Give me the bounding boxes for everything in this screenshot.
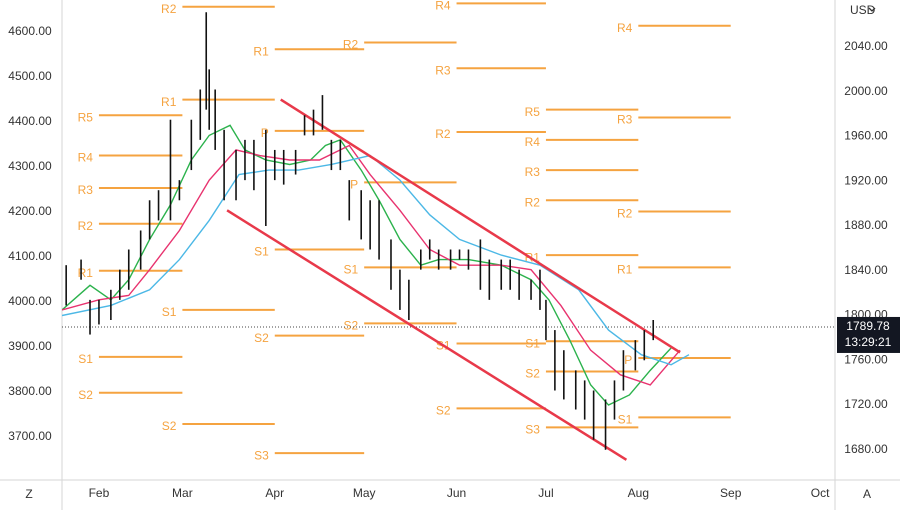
- moving-average: [62, 144, 681, 386]
- y-tick-label: 1920.00: [844, 173, 888, 187]
- y-tick-label: 1880.00: [844, 218, 888, 232]
- x-tick-label: Sep: [720, 486, 742, 500]
- x-tick-label: Jul: [538, 486, 553, 500]
- left-tick-label: 4200.00: [8, 204, 52, 218]
- pivot-label: S1: [162, 305, 177, 319]
- y-tick-label: 1960.00: [844, 129, 888, 143]
- corner-left[interactable]: Z: [25, 487, 32, 501]
- pivot-label: S2: [78, 388, 93, 402]
- left-tick-label: 4000.00: [8, 294, 52, 308]
- pivot-label: S1: [618, 413, 633, 427]
- currency-chevron[interactable]: [868, 7, 876, 12]
- moving-average: [62, 124, 672, 406]
- y-tick-label: 1680.00: [844, 442, 888, 456]
- x-tick-label: Mar: [172, 486, 193, 500]
- pivot-label: S1: [525, 336, 540, 350]
- price-tag-value: 1789.78: [846, 319, 890, 333]
- price-tag: [837, 316, 900, 353]
- pivot-label: R5: [78, 110, 94, 124]
- pivot-label: S1: [78, 352, 93, 366]
- left-tick-label: 3900.00: [8, 339, 52, 353]
- x-tick-label: Apr: [265, 486, 284, 500]
- pivot-label: S2: [343, 319, 358, 333]
- pivot-label: P: [624, 353, 632, 367]
- y-tick-label: 2000.00: [844, 84, 888, 98]
- pivot-label: R4: [435, 0, 451, 13]
- channel-line: [280, 98, 681, 354]
- pivot-label: R5: [525, 105, 541, 119]
- pivot-label: S2: [436, 404, 451, 418]
- price-tag-time: 13:29:21: [845, 335, 892, 349]
- pivot-label: R1: [617, 263, 633, 277]
- pivot-label: P: [261, 126, 269, 140]
- left-tick-label: 3800.00: [8, 384, 52, 398]
- pivot-label: S2: [254, 331, 269, 345]
- y-tick-label: 1720.00: [844, 397, 888, 411]
- channel-line: [226, 209, 628, 461]
- pivot-label: R4: [617, 21, 633, 35]
- pivot-label: R4: [78, 151, 94, 165]
- left-tick-label: 4100.00: [8, 249, 52, 263]
- pivot-label: R2: [435, 127, 451, 141]
- left-tick-label: 4500.00: [8, 69, 52, 83]
- pivot-label: R3: [617, 113, 633, 127]
- pivot-label: R1: [161, 95, 177, 109]
- x-tick-label: Aug: [628, 486, 649, 500]
- pivot-label: S3: [525, 423, 540, 437]
- left-tick-label: 3700.00: [8, 429, 52, 443]
- x-tick-label: Feb: [89, 486, 110, 500]
- pivot-label: R2: [525, 195, 541, 209]
- pivot-label: S3: [254, 448, 269, 462]
- pivot-label: R2: [161, 2, 177, 16]
- pivot-label: S1: [343, 263, 358, 277]
- pivot-label: R1: [78, 266, 94, 280]
- plot-area: R5 R4 R3 R2 R1 S1 S2 R2 R1 S1 S2 R1 P S1 S2 S3 R2 P S1 S2 R4…: [62, 0, 835, 462]
- pivot-label: R3: [525, 165, 541, 179]
- moving-average: [62, 154, 690, 366]
- y-tick-label: 1760.00: [844, 352, 888, 366]
- x-tick-label: Jun: [447, 486, 466, 500]
- left-tick-label: 4300.00: [8, 159, 52, 173]
- y-tick-label: 2040.00: [844, 39, 888, 53]
- y-tick-label: 1840.00: [844, 263, 888, 277]
- pivot-label: S2: [525, 367, 540, 381]
- pivot-label: R2: [78, 219, 94, 233]
- currency-label[interactable]: USD: [850, 3, 876, 17]
- x-tick-label: Oct: [811, 486, 830, 500]
- pivot-label: R2: [343, 38, 359, 52]
- pivot-label: P: [350, 178, 358, 192]
- pivot-label: R3: [435, 63, 451, 77]
- pivot-label: R2: [617, 207, 633, 221]
- pivot-label: R1: [253, 44, 269, 58]
- pivot-label: S1: [254, 245, 269, 259]
- left-tick-label: 4400.00: [8, 114, 52, 128]
- pivot-label: S2: [162, 419, 177, 433]
- corner-right[interactable]: A: [863, 487, 871, 501]
- pivot-label: R3: [78, 183, 94, 197]
- x-tick-label: May: [353, 486, 376, 500]
- left-tick-label: 4600.00: [8, 24, 52, 38]
- pivot-label: R4: [525, 135, 541, 149]
